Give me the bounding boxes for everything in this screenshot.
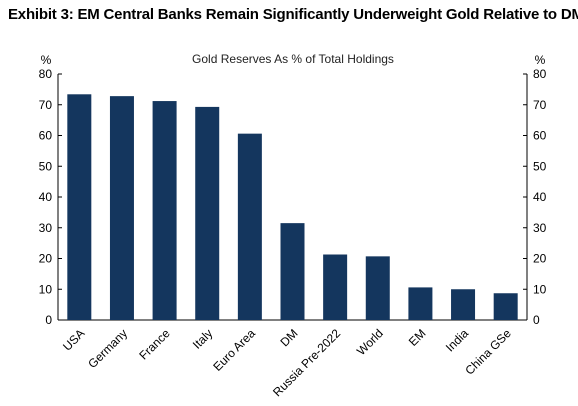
y-tick-label-left: 80: [39, 67, 53, 81]
y-tick-label-left: 60: [39, 129, 53, 143]
y-tick-label-right: 60: [533, 129, 547, 143]
y-tick-label-left: 20: [39, 252, 53, 266]
chart-title: Gold Reserves As % of Total Holdings: [192, 52, 394, 66]
bar-italy: [195, 106, 220, 320]
y-tick-label-right: 10: [533, 282, 547, 296]
exhibit-title: Exhibit 3: EM Central Banks Remain Signi…: [8, 6, 578, 23]
bar-world: [365, 256, 390, 320]
y-tick-label-right: 50: [533, 159, 547, 173]
bar-dm: [280, 223, 305, 320]
y-tick-label-left: 30: [39, 221, 53, 235]
y-tick-label-left: 40: [39, 190, 53, 204]
y-tick-label-right: 80: [533, 67, 547, 81]
x-tick-label: World: [354, 326, 386, 358]
x-tick-label: EM: [406, 326, 429, 349]
y-tick-label-right: 70: [533, 98, 547, 112]
x-tick-label: France: [136, 326, 173, 363]
y-tick-label-right: 20: [533, 252, 547, 266]
bars: [67, 94, 518, 320]
y-tick-label-right: 40: [533, 190, 547, 204]
y-tick-label-left: 50: [39, 159, 53, 173]
y-ticks-left: 0 10 20 30 40 50 60 70 80: [39, 67, 62, 327]
bar-usa: [67, 94, 92, 320]
bar-india: [451, 289, 476, 320]
y-tick-label-right: 30: [533, 221, 547, 235]
x-tick-label: Germany: [85, 326, 130, 371]
x-tick-label: Euro Area: [210, 326, 258, 374]
bar-russia-pre-2022: [323, 254, 348, 320]
bar-em: [408, 287, 433, 320]
x-tick-label: Italy: [190, 326, 215, 351]
y-tick-label-left: 70: [39, 98, 53, 112]
x-tick-label: China GSe: [462, 326, 514, 378]
y-axis-unit-right: %: [535, 53, 546, 67]
bar-germany: [109, 96, 134, 320]
y-tick-label-right: 0: [533, 313, 540, 327]
bar-china-gse: [493, 293, 518, 320]
x-tick-label: India: [443, 326, 472, 355]
bar-euro-area: [237, 133, 262, 320]
y-ticks-right: 0 10 20 30 40 50 60 70 80: [523, 67, 547, 327]
bar-france: [152, 101, 177, 320]
y-tick-label-left: 10: [39, 282, 53, 296]
x-tick-label: USA: [60, 326, 87, 353]
y-axis-unit-left: %: [41, 53, 52, 67]
y-tick-label-left: 0: [45, 313, 52, 327]
x-tick-label: DM: [278, 326, 301, 349]
